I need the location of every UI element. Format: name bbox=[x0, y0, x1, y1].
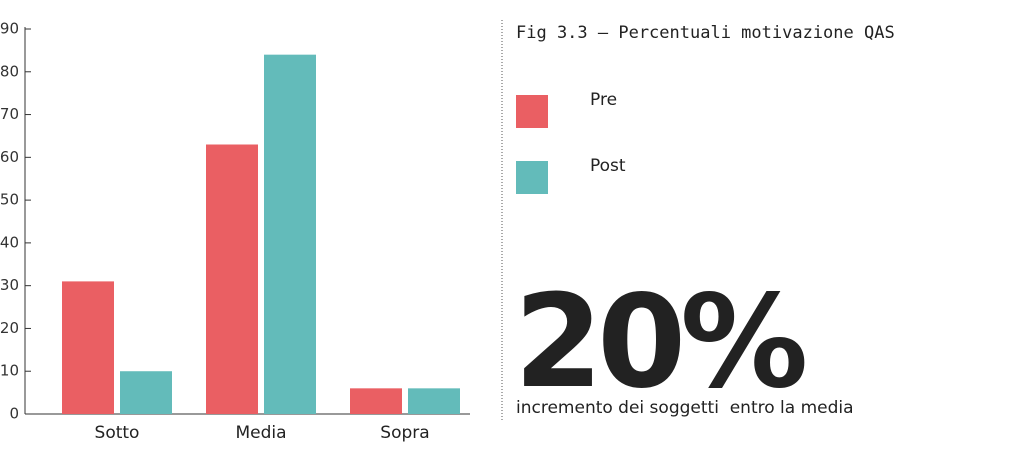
bar bbox=[408, 388, 460, 414]
y-tick-label: 90 bbox=[0, 20, 19, 38]
y-tick-label: 80 bbox=[0, 62, 19, 80]
x-tick-label: Sopra bbox=[380, 423, 429, 443]
y-tick-label: 10 bbox=[0, 362, 19, 380]
legend-label: Pre bbox=[590, 90, 617, 110]
highlight-caption: incremento dei soggetti entro la media bbox=[516, 398, 854, 418]
bar bbox=[350, 388, 402, 414]
y-tick-label: 50 bbox=[0, 191, 19, 209]
y-tick-label: 30 bbox=[0, 276, 19, 294]
legend-swatch bbox=[516, 95, 548, 128]
y-tick-label: 0 bbox=[9, 405, 19, 423]
x-tick-label: Sotto bbox=[95, 423, 140, 443]
legend-swatch bbox=[516, 161, 548, 194]
x-tick-label: Media bbox=[235, 423, 286, 443]
bar bbox=[206, 144, 258, 414]
bar bbox=[62, 281, 114, 414]
chart-title: Fig 3.3 – Percentuali motivazione QAS bbox=[516, 23, 895, 43]
legend-label: Post bbox=[590, 156, 626, 176]
bar bbox=[120, 371, 172, 414]
bar bbox=[264, 54, 316, 415]
y-tick-label: 60 bbox=[0, 148, 19, 166]
highlight: 20% bbox=[514, 268, 805, 417]
y-tick-label: 70 bbox=[0, 105, 19, 123]
y-tick-label: 20 bbox=[0, 319, 19, 337]
y-tick-label: 40 bbox=[0, 233, 19, 251]
